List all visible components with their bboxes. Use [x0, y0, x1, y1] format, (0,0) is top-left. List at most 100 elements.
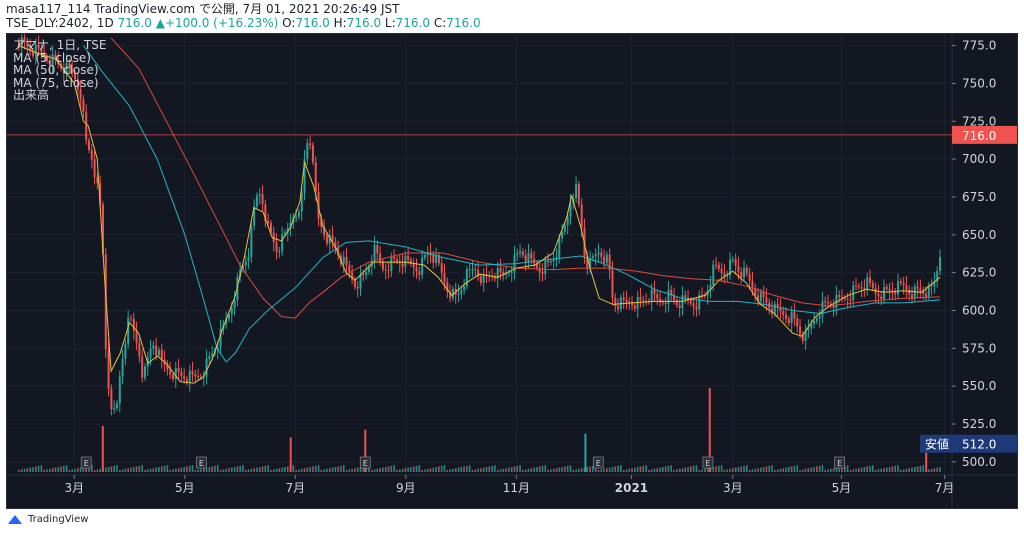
- volume-bar: [113, 465, 115, 472]
- candle-body: [712, 264, 715, 286]
- candle-body: [365, 272, 368, 276]
- volume-bar: [278, 468, 281, 472]
- volume-spike: [925, 452, 928, 472]
- volume-bar: [191, 465, 194, 472]
- volume-spike: [289, 437, 292, 472]
- change-value: +100.0 (+16.23%): [164, 16, 279, 30]
- candle-body: [597, 252, 600, 255]
- volume-bar: [211, 466, 213, 472]
- volume-bar: [443, 465, 446, 472]
- volume-bar: [169, 470, 171, 472]
- candle-body: [34, 44, 37, 56]
- x-tick-label: 7月: [935, 481, 955, 495]
- candle-body: [166, 364, 169, 370]
- candle-body: [614, 297, 617, 307]
- volume-bar: [776, 469, 779, 472]
- candle-body: [757, 295, 760, 302]
- candle-body: [838, 294, 841, 297]
- candle-body: [720, 268, 723, 274]
- volume-bar: [860, 467, 863, 472]
- candle-body: [314, 162, 317, 192]
- candle-body: [421, 257, 424, 275]
- volume-bar: [250, 468, 253, 472]
- volume-bar: [37, 465, 40, 472]
- volume-bar: [488, 466, 491, 472]
- volume-bar: [401, 468, 404, 472]
- candle-body: [54, 54, 57, 60]
- volume-bar: [71, 469, 73, 472]
- candle-body: [457, 293, 460, 295]
- volume-bar: [18, 470, 20, 472]
- candle-body: [673, 295, 676, 301]
- candle-body: [510, 271, 513, 273]
- volume-bar: [460, 467, 463, 472]
- candle-body: [810, 323, 813, 329]
- x-tick-label: 3月: [723, 481, 743, 495]
- candle-body: [101, 204, 104, 255]
- volume-bar: [34, 466, 37, 472]
- candle-body: [90, 150, 93, 160]
- volume-bar: [586, 467, 589, 472]
- volume-bar: [415, 465, 418, 472]
- volume-bar: [43, 470, 45, 472]
- candle-body: [320, 218, 323, 227]
- volume-bar: [200, 468, 202, 472]
- candle-body: [247, 257, 250, 262]
- candle-body: [143, 366, 146, 378]
- candle-body: [401, 263, 404, 267]
- price-chart[interactable]: 500.0 525.0 550.0 575.0 600.0 625.0 650.0 675.0…: [7, 34, 1017, 508]
- candle-body: [645, 300, 648, 302]
- volume-bar: [723, 470, 726, 472]
- candle-body: [183, 375, 186, 380]
- volume-bar: [284, 467, 286, 472]
- volume-bar: [51, 468, 54, 472]
- candle-body: [631, 303, 634, 306]
- candle-body: [449, 291, 452, 298]
- candle-body: [253, 206, 256, 226]
- candle-body: [905, 285, 908, 290]
- volume-bar: [858, 468, 860, 472]
- volume-bar: [93, 470, 96, 472]
- volume-bar: [323, 469, 325, 472]
- volume-bar: [636, 467, 639, 472]
- candle-body: [902, 282, 905, 286]
- volume-bar: [20, 469, 23, 472]
- candle-body: [821, 300, 824, 316]
- volume-bar: [768, 465, 771, 472]
- candle-body: [818, 315, 821, 319]
- candle-body: [829, 303, 832, 306]
- candle-body: [796, 318, 799, 327]
- volume-bar: [712, 467, 715, 472]
- volume-bar: [312, 466, 314, 472]
- candle-body: [695, 306, 698, 310]
- candle-body: [121, 358, 124, 377]
- candle-body: [275, 242, 278, 252]
- volume-bar: [449, 469, 451, 472]
- chart-pane[interactable]: 500.0 525.0 550.0 575.0 600.0 625.0 650.0 675.0…: [6, 33, 1018, 509]
- volume-bar: [331, 467, 334, 472]
- candle-body: [908, 289, 911, 295]
- volume-bar: [110, 466, 113, 472]
- volume-bar: [928, 469, 930, 472]
- x-tick-label: 2021: [615, 481, 648, 495]
- candle-body: [225, 319, 228, 325]
- candle-body: [255, 195, 258, 207]
- volume-bar: [247, 469, 250, 472]
- candle-body: [99, 183, 102, 205]
- volume-bar: [326, 468, 328, 472]
- volume-bar: [432, 467, 435, 472]
- candle-body: [376, 244, 379, 254]
- volume-bar: [286, 466, 289, 472]
- candle-body: [689, 300, 692, 304]
- candle-body: [639, 296, 642, 301]
- candle-body: [93, 159, 96, 178]
- volume-bar: [239, 465, 241, 472]
- candle-body: [76, 79, 79, 90]
- volume-bar: [774, 470, 776, 472]
- volume-bar: [317, 465, 320, 472]
- candle-body: [152, 345, 155, 349]
- candle-body: [813, 321, 816, 324]
- candle-body: [530, 253, 533, 259]
- volume-bar: [757, 468, 759, 472]
- candle-body: [827, 302, 830, 304]
